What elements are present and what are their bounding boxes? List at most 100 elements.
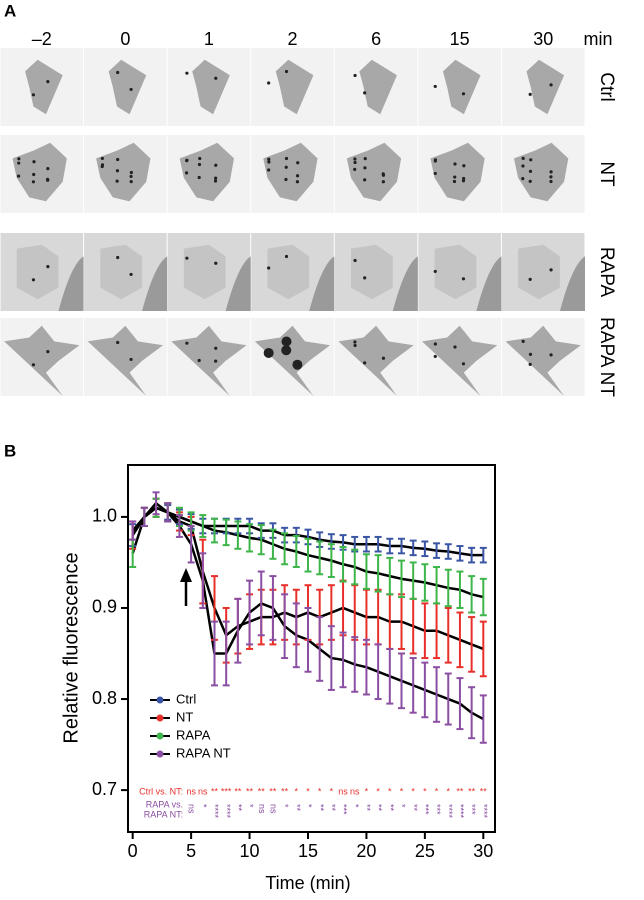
significance-mark: **** (444, 804, 454, 819)
significance-mark: ** (281, 786, 289, 796)
significance-mark: ** (362, 804, 372, 812)
error-bar (444, 672, 452, 726)
cell (505, 325, 581, 396)
error-bar (374, 535, 382, 553)
cell (442, 59, 481, 115)
cell (430, 142, 485, 202)
vesicle (185, 341, 189, 345)
error-bar (140, 506, 148, 528)
vesicle (433, 84, 437, 89)
vesicle (453, 162, 457, 166)
vesicle (521, 339, 525, 344)
vesicle (116, 70, 120, 75)
vesicle (521, 164, 525, 168)
vesicle (214, 176, 218, 180)
significance-mark: ** (327, 804, 337, 812)
vesicle (363, 361, 367, 365)
significance-mark: * (306, 786, 310, 796)
error-bar (409, 657, 417, 714)
error-bar (234, 520, 242, 550)
cell (434, 244, 477, 300)
error-bar (386, 556, 394, 596)
significance-mark: ** (468, 786, 476, 796)
x-axis-label: Time (min) (265, 873, 350, 893)
error-bar (292, 602, 300, 669)
panel-label: B (4, 441, 16, 460)
vesicle (521, 177, 525, 181)
vesicle (214, 346, 218, 350)
cell (351, 244, 393, 300)
significance-mark: *** (467, 804, 477, 815)
error-bar (444, 543, 452, 560)
vesicle (549, 179, 553, 184)
vesicle (363, 276, 367, 280)
significance-mark: * (435, 786, 439, 796)
vesicle (353, 73, 357, 78)
error-bar (374, 554, 382, 593)
cell (526, 59, 565, 115)
vesicle (433, 354, 437, 359)
error-bar (456, 545, 464, 562)
vesicle (214, 163, 218, 167)
error-bar (409, 561, 417, 600)
vesicle (381, 172, 385, 176)
significance-mark: *** (221, 786, 232, 796)
cell (359, 59, 397, 115)
vesicle (381, 180, 385, 184)
vesicle (46, 349, 50, 354)
vesicle (115, 169, 120, 173)
error-bar (421, 661, 429, 719)
time-label: 30 (533, 29, 553, 49)
significance-mark: ns (187, 804, 197, 814)
error-bar (351, 636, 359, 693)
vesicle (116, 340, 120, 345)
x-tick-label: 30 (473, 841, 493, 861)
error-bar (281, 532, 289, 566)
vesicle (433, 269, 437, 274)
vesicle (528, 362, 532, 366)
neighbor-cell (309, 256, 335, 311)
legend-marker (156, 732, 164, 740)
significance-mark: ** (315, 804, 325, 812)
cell (12, 142, 67, 202)
vesicle (32, 160, 36, 164)
significance-mark: **** (479, 804, 489, 819)
arrow-head (180, 568, 192, 582)
legend-marker (156, 696, 164, 704)
vesicle (363, 166, 367, 170)
vesicle (363, 157, 367, 161)
significance-mark: ns (198, 786, 208, 796)
vesicle (433, 171, 437, 176)
cell (346, 142, 402, 202)
vesicle (31, 180, 36, 184)
neighbor-cell (392, 256, 418, 311)
vesicle (528, 92, 532, 96)
significance-mark: * (350, 804, 360, 808)
row-label: RAPA (596, 247, 617, 298)
error-bar (210, 620, 218, 687)
vesicle (129, 272, 133, 277)
significance-mark: *** (420, 804, 430, 815)
panel-label: A (4, 1, 16, 20)
cell (513, 142, 569, 202)
vesicle (461, 362, 466, 366)
x-tick-label: 5 (186, 841, 196, 861)
significance-label: RAPA NT: (144, 809, 183, 819)
significance-mark: *** (432, 804, 442, 815)
significance-mark: * (446, 786, 450, 796)
vesicle (528, 179, 532, 183)
neighbor-cell (559, 256, 585, 311)
vesicle (296, 161, 300, 165)
vesicle (528, 277, 532, 281)
vesicle (17, 157, 21, 161)
vesicle (284, 165, 288, 169)
error-bar (257, 524, 265, 556)
vesicle (353, 343, 357, 348)
vesicle (284, 177, 288, 182)
cell (25, 59, 63, 115)
vesicle (46, 79, 50, 84)
vesicle (129, 87, 133, 92)
significance-mark: *** (339, 804, 349, 815)
vesicle (549, 268, 553, 272)
vesicle (267, 266, 271, 270)
